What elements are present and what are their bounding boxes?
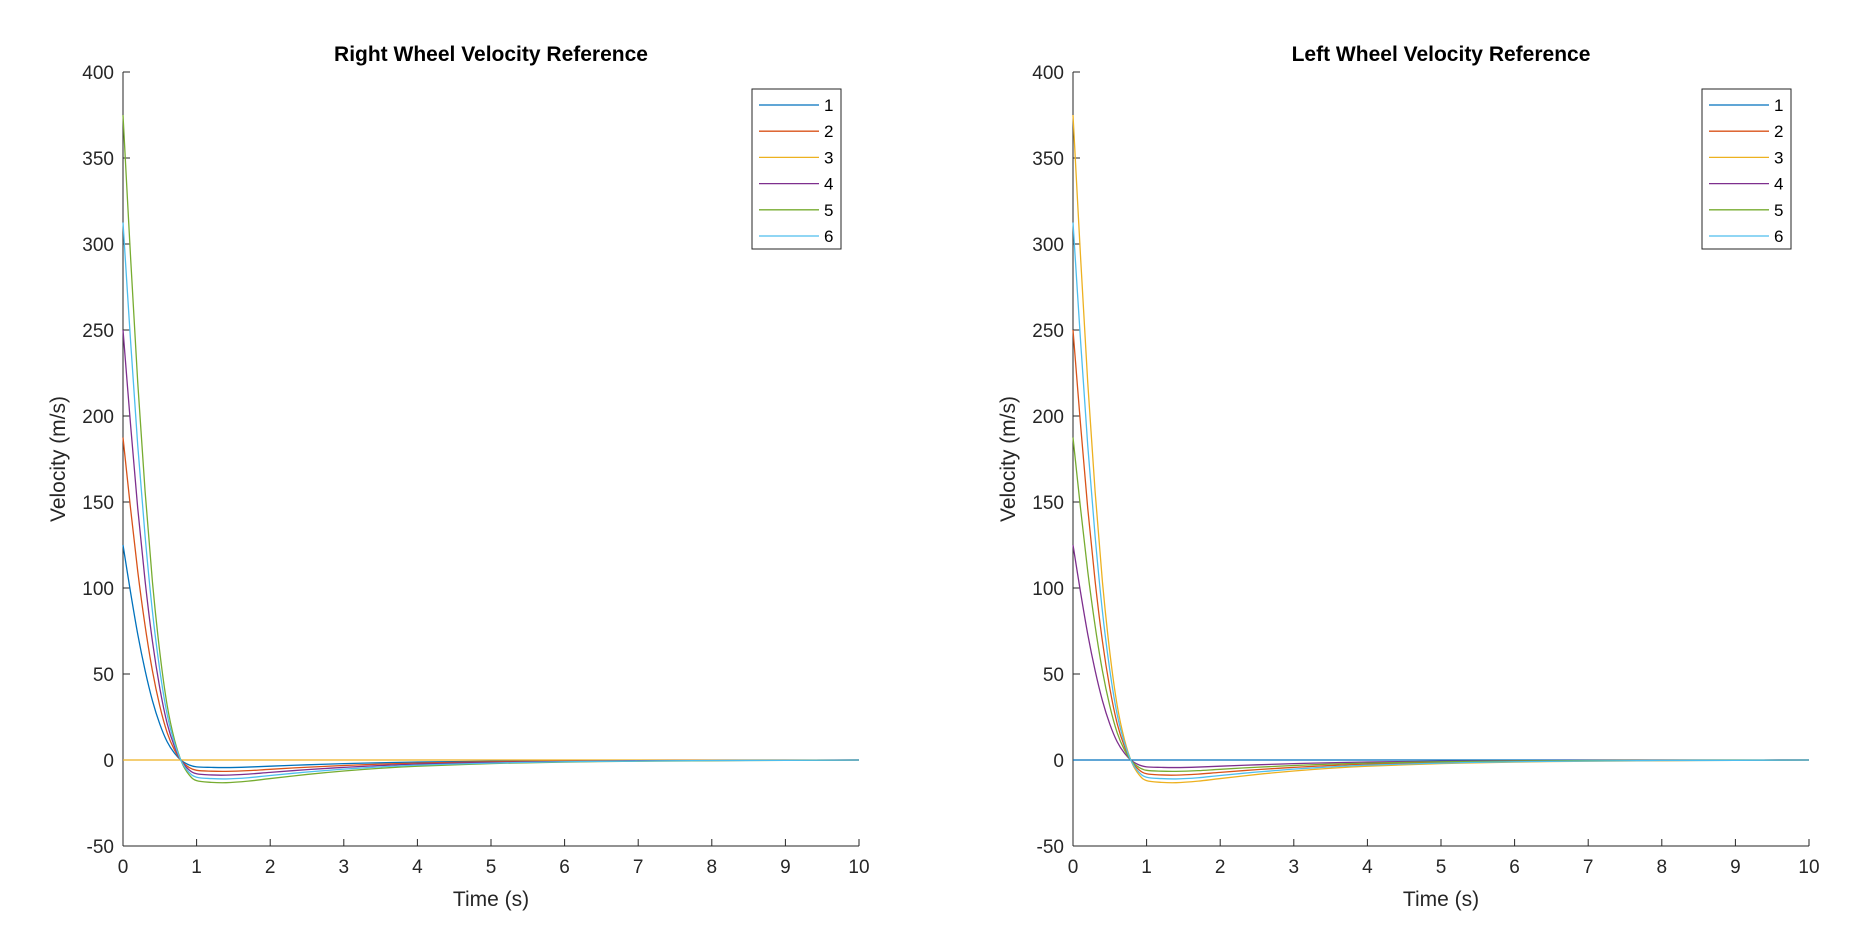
legend-label: 5 xyxy=(1774,201,1783,220)
series-line-6 xyxy=(122,222,860,780)
series-line-5 xyxy=(122,114,860,784)
x-tick-label: 7 xyxy=(1583,857,1594,878)
x-tick-label: 8 xyxy=(707,857,718,878)
series-line-2 xyxy=(122,437,860,773)
x-tick-label: 3 xyxy=(339,857,350,878)
y-tick-label: 100 xyxy=(82,579,114,600)
y-tick-label: 50 xyxy=(1043,665,1064,686)
y-tick-label: 200 xyxy=(1032,407,1064,428)
legend-label: 4 xyxy=(1774,175,1783,194)
legend-label: 1 xyxy=(824,96,833,115)
series-line-4 xyxy=(122,329,860,776)
y-tick-label: 150 xyxy=(1032,493,1064,514)
x-tick-label: 10 xyxy=(1798,857,1819,878)
y-tick-label: 200 xyxy=(82,407,114,428)
legend-label: 5 xyxy=(824,201,833,220)
x-tick-label: 10 xyxy=(848,857,869,878)
chart-title: Left Wheel Velocity Reference xyxy=(1292,43,1591,66)
y-axis-label: Velocity (m/s) xyxy=(997,396,1020,522)
x-tick-label: 6 xyxy=(559,857,570,878)
y-tick-label: 300 xyxy=(1032,235,1064,256)
series-line-1 xyxy=(122,544,860,769)
legend-label: 4 xyxy=(824,175,833,194)
x-tick-label: 4 xyxy=(1362,857,1373,878)
x-tick-label: 2 xyxy=(1215,857,1226,878)
legend-label: 3 xyxy=(824,148,833,167)
chart-1: 0 1 2 3 4 5 6 7 8 9 10-50050100150200250300350400R… xyxy=(47,43,870,911)
y-tick-label: 250 xyxy=(1032,321,1064,342)
x-tick-label: 5 xyxy=(486,857,497,878)
x-tick-label: 0 xyxy=(118,857,129,878)
legend-label: 3 xyxy=(1774,148,1783,167)
y-tick-label: 400 xyxy=(1032,63,1064,84)
legend-label: 2 xyxy=(824,122,833,141)
series-line-6 xyxy=(1072,222,1810,780)
y-tick-label: 400 xyxy=(82,63,114,84)
legend-box xyxy=(751,88,842,250)
y-tick-label: 0 xyxy=(1053,751,1064,772)
x-tick-label: 5 xyxy=(1436,857,1447,878)
x-axis-label: Time (s) xyxy=(453,888,529,911)
y-tick-label: 0 xyxy=(103,751,114,772)
y-tick-label: 250 xyxy=(82,321,114,342)
y-tick-label: 350 xyxy=(82,149,114,170)
y-tick-label: 50 xyxy=(93,665,114,686)
x-tick-label: 7 xyxy=(633,857,644,878)
series-line-2 xyxy=(1072,329,1810,776)
legend-label: 6 xyxy=(1774,227,1783,246)
y-tick-label: -50 xyxy=(87,837,114,858)
x-tick-label: 2 xyxy=(265,857,276,878)
x-tick-label: 9 xyxy=(1730,857,1741,878)
x-tick-label: 1 xyxy=(191,857,202,878)
y-tick-label: 300 xyxy=(82,235,114,256)
x-tick-label: 9 xyxy=(780,857,791,878)
x-tick-label: 8 xyxy=(1657,857,1668,878)
y-axis-label: Velocity (m/s) xyxy=(47,396,70,522)
y-tick-label: -50 xyxy=(1037,837,1064,858)
series-line-3 xyxy=(1072,114,1810,784)
chart-title: Right Wheel Velocity Reference xyxy=(334,43,648,66)
y-tick-label: 350 xyxy=(1032,149,1064,170)
legend: 1 2 3 4 5 6 xyxy=(751,88,842,250)
y-tick-label: 150 xyxy=(82,493,114,514)
legend-box xyxy=(1701,88,1792,250)
x-axis-label: Time (s) xyxy=(1403,888,1479,911)
y-tick-label: 100 xyxy=(1032,579,1064,600)
legend: 1 2 3 4 5 6 xyxy=(1701,88,1792,250)
x-tick-label: 1 xyxy=(1141,857,1152,878)
x-tick-label: 3 xyxy=(1289,857,1300,878)
legend-label: 2 xyxy=(1774,122,1783,141)
legend-label: 1 xyxy=(1774,96,1783,115)
chart-2: 0 1 2 3 4 5 6 7 8 9 10-50050100150200250300350400L… xyxy=(997,43,1820,911)
x-tick-label: 0 xyxy=(1068,857,1079,878)
x-tick-label: 6 xyxy=(1509,857,1520,878)
series-line-4 xyxy=(1072,544,1810,769)
series-line-5 xyxy=(1072,437,1810,773)
x-tick-label: 4 xyxy=(412,857,423,878)
legend-label: 6 xyxy=(824,227,833,246)
